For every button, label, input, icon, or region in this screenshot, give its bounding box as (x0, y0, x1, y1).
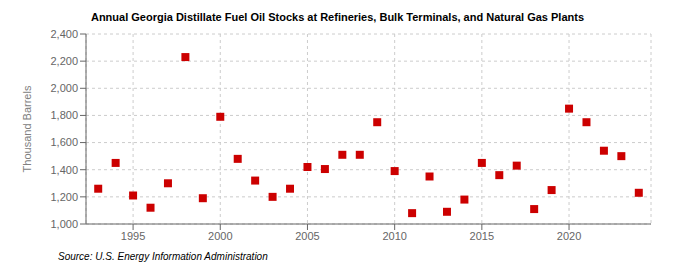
svg-text:2015: 2015 (470, 230, 494, 242)
svg-text:2000: 2000 (208, 230, 232, 242)
svg-text:Thousand Barrels: Thousand Barrels (21, 85, 33, 172)
svg-text:2010: 2010 (382, 230, 406, 242)
svg-text:1995: 1995 (121, 230, 145, 242)
svg-text:2,400: 2,400 (50, 28, 78, 40)
html-text:Annual Georgia Distillate Fuel: Annual Georgia Distillate Fuel Oil Stock… (90, 11, 584, 23)
svg-text:1,400: 1,400 (50, 164, 78, 176)
svg-text:2020: 2020 (557, 230, 581, 242)
html-text:Source: U.S. Energy Informatio: Source: U.S. Energy Information Administ… (58, 251, 268, 262)
svg-text:1,800: 1,800 (50, 109, 78, 121)
svg-text:2,200: 2,200 (50, 55, 78, 67)
svg-text:2,000: 2,000 (50, 82, 78, 94)
svg-text:1,000: 1,000 (50, 218, 78, 230)
svg-text:2005: 2005 (295, 230, 319, 242)
svg-text:1,600: 1,600 (50, 136, 78, 148)
svg-text:1,200: 1,200 (50, 191, 78, 203)
